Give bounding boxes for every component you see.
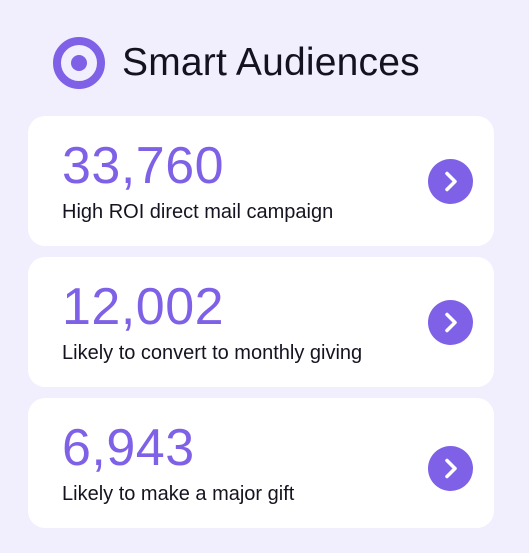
audience-label: Likely to make a major gift (62, 483, 295, 505)
open-audience-button[interactable] (428, 446, 473, 491)
audience-label: Likely to convert to monthly giving (62, 342, 363, 364)
open-audience-button[interactable] (428, 159, 473, 204)
header: Smart Audiences (52, 36, 420, 90)
page-title: Smart Audiences (122, 41, 420, 84)
audience-count: 12,002 (62, 278, 225, 336)
open-audience-button[interactable] (428, 300, 473, 345)
chevron-right-icon (445, 312, 457, 333)
audience-count: 6,943 (62, 419, 195, 477)
target-icon (53, 37, 105, 89)
chevron-right-icon (445, 171, 457, 192)
audience-label: High ROI direct mail campaign (62, 201, 334, 223)
audience-card[interactable]: 12,002 Likely to convert to monthly givi… (28, 257, 494, 387)
audience-count: 33,760 (62, 137, 225, 195)
audience-card[interactable]: 6,943 Likely to make a major gift (28, 398, 494, 528)
chevron-right-icon (445, 458, 457, 479)
audience-card[interactable]: 33,760 High ROI direct mail campaign (28, 116, 494, 246)
